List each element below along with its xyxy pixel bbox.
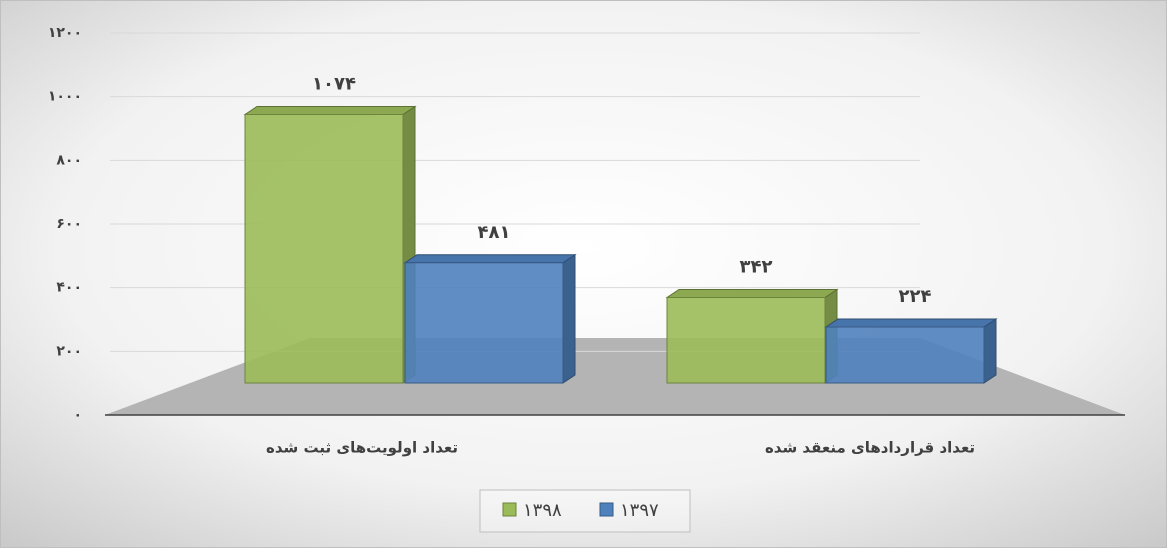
y-tick-label: ۱۲۰۰ — [48, 25, 82, 41]
bar-top — [403, 254, 577, 264]
bar — [666, 297, 826, 384]
y-tick-label: ۲۰۰ — [56, 343, 82, 359]
legend-label: ۱۳۹۷ — [620, 500, 659, 521]
bar-top — [824, 318, 998, 328]
bar — [404, 262, 564, 384]
bar-side — [983, 318, 997, 384]
y-tick-label: ۰ — [73, 407, 82, 423]
legend-swatch — [502, 502, 517, 517]
y-tick-label: ۴۰۰ — [56, 280, 82, 296]
x-tick-label: تعداد قراردادهای منعقد شده — [765, 439, 975, 457]
bar — [825, 326, 985, 384]
value-label: ۲۲۴ — [899, 286, 932, 307]
bar-top — [243, 106, 417, 115]
legend-label: ۱۳۹۸ — [523, 500, 562, 521]
value-label: ۴۸۱ — [478, 222, 511, 243]
bar-top — [665, 289, 839, 298]
x-tick-label: تعداد اولویت‌های ثبت شده — [266, 439, 458, 457]
y-tick-label: ۸۰۰ — [56, 152, 82, 168]
value-label: ۱۰۷۴ — [312, 74, 356, 95]
value-label: ۳۴۲ — [740, 257, 773, 278]
y-tick-label: ۶۰۰ — [56, 216, 82, 232]
bar — [244, 114, 404, 384]
legend-swatch — [599, 502, 614, 517]
bar-side — [562, 253, 576, 384]
y-tick-label: ۱۰۰۰ — [48, 89, 82, 105]
